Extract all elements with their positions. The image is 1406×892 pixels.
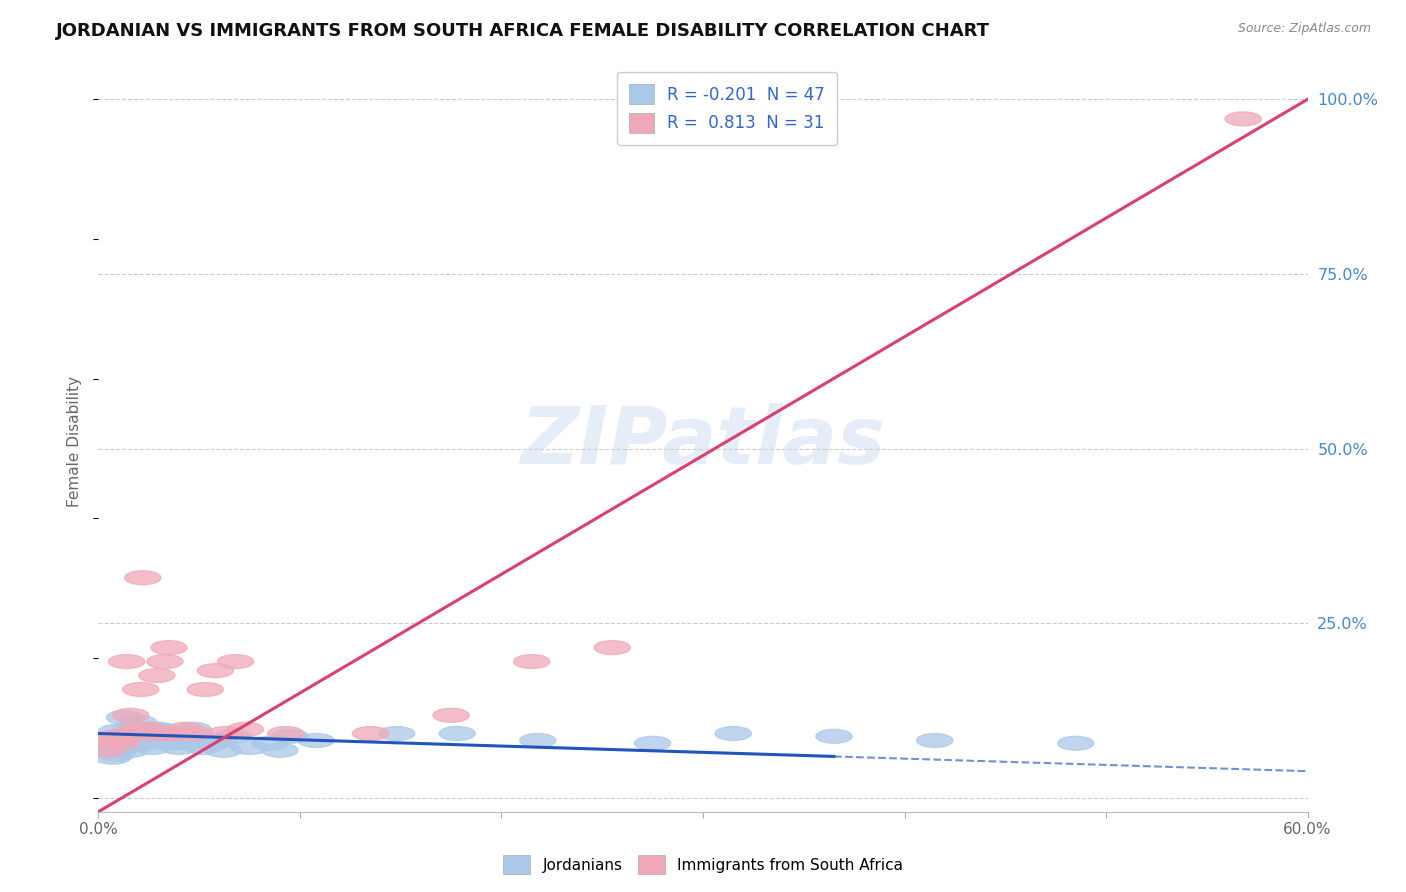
Ellipse shape (513, 655, 550, 668)
Text: Source: ZipAtlas.com: Source: ZipAtlas.com (1237, 22, 1371, 36)
Ellipse shape (125, 730, 160, 743)
Ellipse shape (150, 736, 187, 750)
Ellipse shape (157, 733, 193, 747)
Ellipse shape (595, 640, 630, 655)
Ellipse shape (117, 726, 153, 740)
Ellipse shape (207, 726, 243, 740)
Legend: Jordanians, Immigrants from South Africa: Jordanians, Immigrants from South Africa (496, 849, 910, 880)
Ellipse shape (100, 743, 136, 757)
Ellipse shape (93, 743, 129, 757)
Ellipse shape (117, 730, 153, 743)
Ellipse shape (177, 726, 214, 740)
Ellipse shape (187, 682, 224, 697)
Ellipse shape (193, 736, 229, 750)
Ellipse shape (433, 708, 470, 723)
Y-axis label: Female Disability: Female Disability (67, 376, 83, 508)
Text: JORDANIAN VS IMMIGRANTS FROM SOUTH AFRICA FEMALE DISABILITY CORRELATION CHART: JORDANIAN VS IMMIGRANTS FROM SOUTH AFRIC… (56, 22, 990, 40)
Ellipse shape (89, 739, 125, 752)
Ellipse shape (125, 736, 160, 750)
Ellipse shape (118, 723, 155, 736)
Ellipse shape (298, 733, 335, 747)
Ellipse shape (252, 736, 288, 750)
Ellipse shape (131, 723, 167, 736)
Ellipse shape (716, 726, 751, 740)
Ellipse shape (107, 730, 143, 743)
Ellipse shape (169, 736, 205, 749)
Ellipse shape (150, 726, 187, 740)
Ellipse shape (271, 730, 308, 743)
Ellipse shape (121, 715, 157, 730)
Ellipse shape (186, 740, 221, 755)
Ellipse shape (160, 740, 197, 755)
Ellipse shape (205, 743, 242, 757)
Ellipse shape (135, 726, 172, 740)
Ellipse shape (122, 682, 159, 697)
Ellipse shape (98, 747, 135, 762)
Legend: R = -0.201  N = 47, R =  0.813  N = 31: R = -0.201 N = 47, R = 0.813 N = 31 (617, 72, 837, 145)
Ellipse shape (1225, 112, 1261, 126)
Ellipse shape (917, 733, 953, 747)
Ellipse shape (135, 723, 172, 736)
Ellipse shape (125, 571, 160, 585)
Ellipse shape (228, 723, 264, 736)
Ellipse shape (108, 655, 145, 668)
Ellipse shape (131, 726, 167, 740)
Ellipse shape (267, 726, 304, 740)
Ellipse shape (520, 733, 555, 747)
Ellipse shape (634, 736, 671, 750)
Ellipse shape (167, 723, 204, 736)
Ellipse shape (174, 723, 211, 736)
Ellipse shape (150, 640, 187, 655)
Ellipse shape (135, 740, 172, 755)
Ellipse shape (89, 743, 125, 757)
Ellipse shape (157, 726, 193, 740)
Ellipse shape (121, 733, 157, 747)
Ellipse shape (378, 726, 415, 740)
Ellipse shape (139, 668, 174, 682)
Ellipse shape (146, 730, 183, 743)
Ellipse shape (98, 724, 135, 739)
Ellipse shape (353, 726, 388, 740)
Ellipse shape (141, 723, 177, 736)
Ellipse shape (439, 726, 475, 740)
Ellipse shape (215, 730, 252, 743)
Ellipse shape (262, 743, 298, 757)
Ellipse shape (112, 743, 149, 757)
Ellipse shape (112, 708, 149, 723)
Ellipse shape (1057, 736, 1094, 750)
Ellipse shape (94, 733, 131, 747)
Ellipse shape (103, 736, 139, 750)
Ellipse shape (165, 730, 201, 743)
Ellipse shape (201, 733, 238, 747)
Ellipse shape (815, 730, 852, 743)
Ellipse shape (146, 655, 183, 668)
Ellipse shape (232, 740, 267, 755)
Ellipse shape (107, 710, 143, 724)
Ellipse shape (94, 750, 131, 764)
Text: ZIPatlas: ZIPatlas (520, 402, 886, 481)
Ellipse shape (98, 730, 135, 743)
Ellipse shape (197, 664, 233, 678)
Ellipse shape (141, 733, 177, 747)
Ellipse shape (103, 730, 139, 743)
Ellipse shape (218, 655, 253, 668)
Ellipse shape (107, 736, 143, 750)
Ellipse shape (112, 723, 149, 736)
Ellipse shape (141, 726, 177, 740)
